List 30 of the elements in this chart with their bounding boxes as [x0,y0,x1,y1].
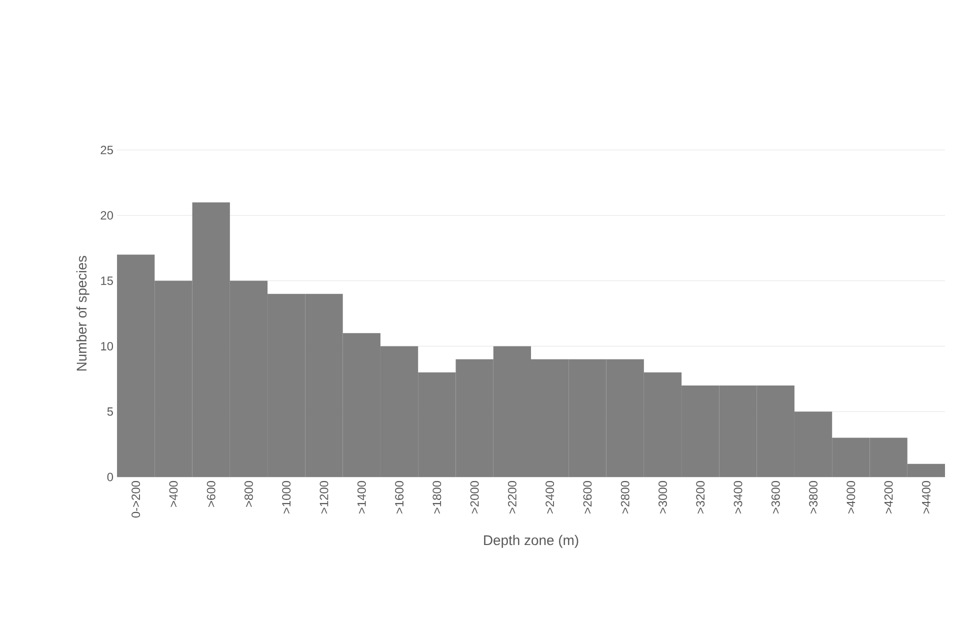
x-tick-label: >3400 [734,480,742,514]
y-axis-title: Number of species [76,256,90,370]
x-tick-label: >1200 [320,480,328,514]
x-tick-label: >3000 [658,480,667,514]
y-tick-label: 25 [100,146,113,154]
x-tick-label: >1000 [282,480,291,514]
x-tick-label: >600 [206,480,216,507]
x-tick-label: >2200 [508,480,516,514]
x-tick-label: >2400 [546,480,554,514]
x-tick-label: >3200 [696,480,705,514]
x-tick-label: >2600 [583,480,592,514]
x-tick-label: 0->200 [132,480,140,518]
x-tick-label: >4000 [846,480,856,514]
y-tick-label: 5 [107,407,113,416]
x-tick-label: >3800 [809,480,818,514]
x-tick-label: >800 [244,480,253,507]
x-tick-label: >2800 [620,480,630,514]
y-tick-label: 10 [101,342,114,350]
x-axis-title: Depth zone (m) [484,534,578,548]
y-tick-label: 15 [101,276,113,285]
x-tick-label: >4400 [922,480,930,514]
x-tick-label: >4200 [884,480,893,514]
x-tick-label: >3600 [771,480,780,514]
x-tick-label: >1400 [357,480,366,514]
x-tick-label: >2000 [470,480,479,514]
y-tick-label: 0 [107,472,114,482]
x-tick-label: >1600 [395,480,404,514]
y-tick-label: 20 [100,211,114,220]
x-tick-label: >400 [169,480,178,507]
x-tick-label: >1800 [432,480,442,514]
